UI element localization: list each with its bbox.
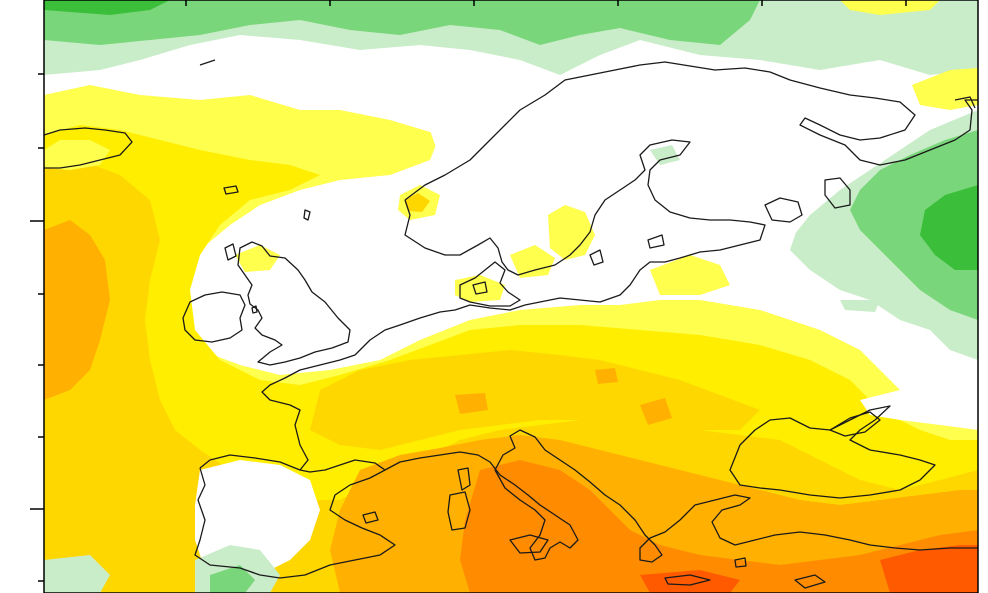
coast-iberia [194, 459, 396, 579]
coast-corsica [457, 467, 471, 491]
coast-kola-lake [824, 177, 851, 209]
fill-white-east [860, 390, 978, 430]
coast-continent-north [199, 304, 526, 471]
fill-green-dark-east [920, 185, 978, 270]
coast-east-arctic [954, 96, 976, 109]
coast-lake-ladoga [764, 197, 803, 223]
coast-faroe [223, 185, 239, 195]
coast-azov [829, 411, 881, 437]
top-axis-ticks [185, 0, 907, 6]
fill-green-dark-north [44, 0, 170, 15]
coast-shetland [303, 209, 311, 221]
fill-green-light-east-strip [840, 300, 880, 312]
coast-iceland [43, 127, 133, 169]
fill-green-mid-east [850, 130, 978, 320]
fill-orange-west [44, 220, 110, 400]
fill-yellow-patch-sweden [548, 205, 595, 260]
fill-green-light-sw2 [44, 555, 110, 593]
fill-yellow-topright [840, 0, 940, 15]
fill-yellow-patch-gb [235, 245, 280, 272]
coast-scandinavia [404, 61, 978, 306]
coast-black-sea [729, 405, 936, 499]
fill-yellow-orange-west [44, 160, 978, 593]
fill-yellow-patch-ireland [44, 140, 110, 170]
fill-yellow-ne [912, 68, 978, 110]
fill-orange-small-3 [595, 368, 618, 384]
coastline-layer [43, 59, 978, 589]
coast-mediterranean-north [384, 429, 978, 563]
anomaly-fill-layer [44, 0, 978, 593]
coast-gotland [589, 249, 604, 266]
coast-isle-of-man [251, 305, 258, 314]
coast-sicily [509, 534, 549, 554]
map-border [43, 0, 979, 593]
fill-yellow-patch-baltic [510, 245, 555, 278]
coast-denmark [459, 261, 521, 307]
fill-green-patch-finland [650, 145, 680, 165]
left-axis-ticks [30, 73, 44, 582]
coast-hebrides [224, 243, 237, 261]
fill-red-orange-se [880, 545, 978, 593]
fill-yellow-orange-patch-norway [405, 193, 430, 212]
fill-green-mid-north [44, 0, 760, 45]
fill-green-mid-sw [210, 565, 255, 593]
coast-denmark-island [472, 281, 488, 295]
coast-saaremaa [647, 234, 665, 249]
coast-crete [664, 574, 711, 586]
fill-orange-dark-south [460, 460, 978, 593]
coast-aegean-island [734, 557, 747, 568]
coast-ireland [182, 291, 246, 343]
coast-svalbard-hint [199, 59, 216, 66]
fill-yellow-orange-interior [310, 350, 760, 450]
fill-yellow-patch-finland [650, 255, 730, 295]
coast-sardinia [447, 491, 471, 531]
fill-orange-small-1 [455, 393, 488, 414]
fill-white-north-europe [190, 55, 930, 308]
coast-great-britain [237, 241, 351, 366]
fill-red-orange-s [640, 570, 740, 593]
fill-orange-small-2 [640, 398, 672, 425]
coast-mallorca [362, 511, 379, 524]
coast-cyprus [794, 574, 826, 589]
map-frame [30, 0, 979, 593]
